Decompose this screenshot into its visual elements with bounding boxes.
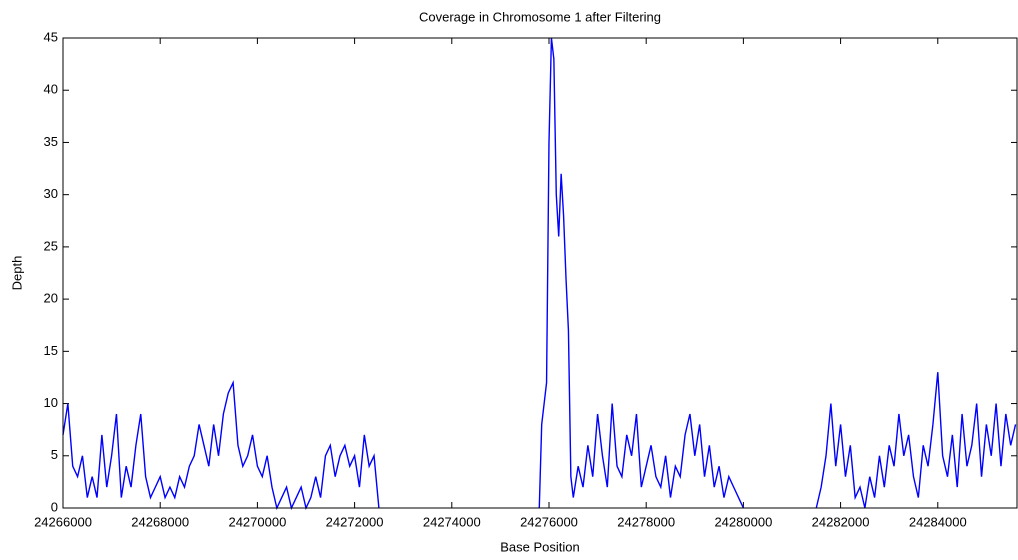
y-tick-label: 0 bbox=[51, 499, 58, 514]
x-tick-label: 24268000 bbox=[131, 514, 189, 529]
x-axis-label: Base Position bbox=[500, 539, 580, 554]
x-tick-label: 24266000 bbox=[34, 514, 92, 529]
x-tick-label: 24284000 bbox=[909, 514, 967, 529]
y-tick-label: 45 bbox=[44, 29, 58, 44]
x-tick-label: 24278000 bbox=[617, 514, 675, 529]
x-tick-label: 24282000 bbox=[812, 514, 870, 529]
y-tick-label: 20 bbox=[44, 291, 58, 306]
plot-frame bbox=[62, 37, 1018, 509]
x-tick-label: 24270000 bbox=[228, 514, 286, 529]
x-tick-label: 24274000 bbox=[423, 514, 481, 529]
y-tick-label: 10 bbox=[44, 395, 58, 410]
y-tick-label: 5 bbox=[51, 447, 58, 462]
x-tick-label: 24280000 bbox=[714, 514, 772, 529]
y-axis-label: Depth bbox=[9, 256, 24, 291]
y-tick-label: 15 bbox=[44, 343, 58, 358]
y-tick-label: 35 bbox=[44, 134, 58, 149]
y-tick-label: 30 bbox=[44, 186, 58, 201]
x-tick-label: 24276000 bbox=[520, 514, 578, 529]
data-line bbox=[62, 37, 1017, 511]
y-tick-label: 40 bbox=[44, 82, 58, 97]
x-tick-label: 24272000 bbox=[326, 514, 384, 529]
chart-title: Coverage in Chromosome 1 after Filtering bbox=[419, 9, 661, 24]
y-tick-label: 25 bbox=[44, 238, 58, 253]
